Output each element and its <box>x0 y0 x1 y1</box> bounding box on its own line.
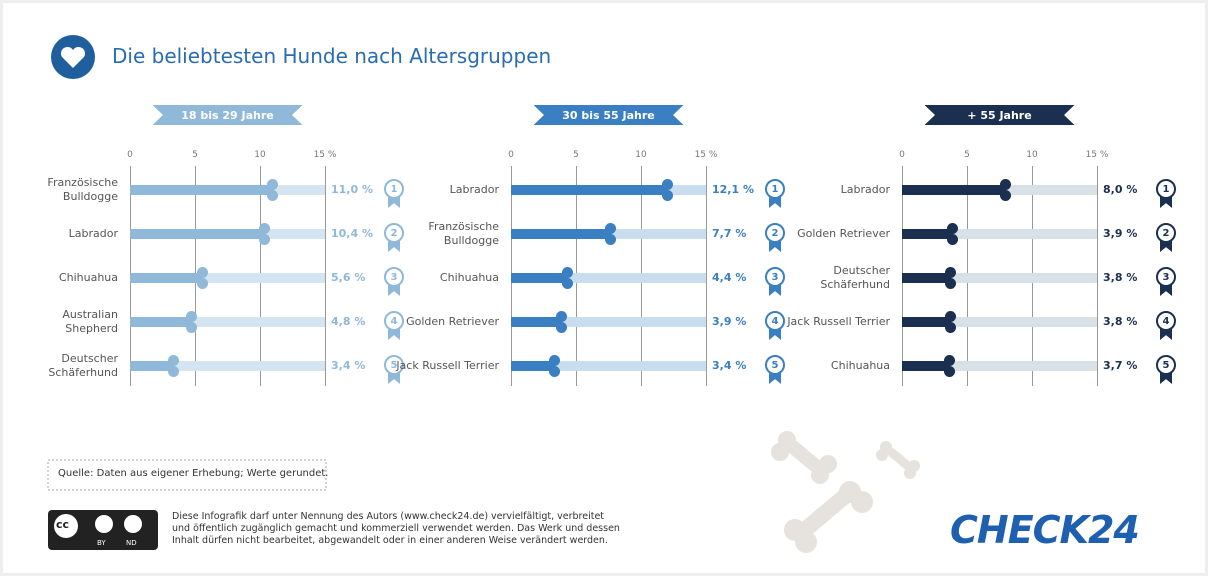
bar-end <box>1000 190 1011 201</box>
category-label: Französische Bulldogge <box>10 174 118 206</box>
banner: 18 bis 29 Jahre <box>153 105 303 125</box>
bar-end <box>947 223 958 234</box>
page: Die beliebtesten Hunde nach Altersgruppe… <box>0 0 1208 576</box>
x-tick-label: 15 % <box>305 150 345 160</box>
x-tick-label: 0 <box>491 150 531 160</box>
value-label: 3,4 % <box>712 359 746 372</box>
value-label: 3,8 % <box>1103 271 1137 284</box>
value-label: 3,8 % <box>1103 315 1137 328</box>
grid-line <box>706 166 707 386</box>
bar-end <box>267 179 278 190</box>
bar <box>902 185 1006 195</box>
category-label: Französische Bulldogge <box>391 218 499 250</box>
bar <box>902 229 953 239</box>
bar <box>511 185 668 195</box>
cc-nd: ND <box>126 539 137 547</box>
bar <box>130 185 273 195</box>
bar-end <box>267 190 278 201</box>
value-label: 10,4 % <box>331 227 373 240</box>
category-label: Golden Retriever <box>782 218 890 250</box>
bar <box>130 229 265 239</box>
category-label: Golden Retriever <box>391 306 499 338</box>
x-tick-label: 0 <box>882 150 922 160</box>
rank-badge: 4 <box>1156 311 1176 331</box>
category-label: Chihuahua <box>782 350 890 382</box>
value-label: 8,0 % <box>1103 183 1137 196</box>
grid-line <box>325 166 326 386</box>
x-tick-label: 10 <box>621 150 661 160</box>
bar-end <box>197 278 208 289</box>
bar <box>902 273 951 283</box>
value-label: 12,1 % <box>712 183 754 196</box>
x-tick-label: 5 <box>556 150 596 160</box>
bones <box>771 431 920 553</box>
by-circle <box>95 515 113 533</box>
category-label: Chihuahua <box>10 262 118 294</box>
cc-text: cc <box>56 518 69 531</box>
bar <box>511 273 568 283</box>
value-label: 11,0 % <box>331 183 373 196</box>
bar-end <box>947 234 958 245</box>
decor <box>0 0 1208 576</box>
rank-badge: 2 <box>1156 223 1176 243</box>
banner: 30 bis 55 Jahre <box>534 105 684 125</box>
bar-end <box>197 267 208 278</box>
category-label: Deutscher Schäferhund <box>782 262 890 294</box>
value-label: 5,6 % <box>331 271 365 284</box>
bar <box>130 273 203 283</box>
value-label: 3,7 % <box>1103 359 1137 372</box>
category-label: Labrador <box>10 218 118 250</box>
x-tick-label: 15 % <box>686 150 726 160</box>
bar <box>511 317 562 327</box>
rank-badge: 3 <box>1156 267 1176 287</box>
value-label: 3,9 % <box>712 315 746 328</box>
bar <box>902 361 950 371</box>
bar <box>902 317 951 327</box>
rank-badge: 1 <box>1156 179 1176 199</box>
category-label: Jack Russell Terrier <box>391 350 499 382</box>
bar-end <box>1000 179 1011 190</box>
category-label: Deutscher Schäferhund <box>10 350 118 382</box>
category-label: Labrador <box>391 174 499 206</box>
nd-circle <box>124 515 142 533</box>
value-label: 4,8 % <box>331 315 365 328</box>
source: Quelle: Daten aus eigener Erhebung; Wert… <box>58 468 328 479</box>
x-tick-label: 0 <box>110 150 150 160</box>
license: Diese Infografik darf unter Nennung des … <box>172 511 622 547</box>
x-tick-label: 10 <box>1012 150 1052 160</box>
x-tick-label: 5 <box>175 150 215 160</box>
cc-by: BY <box>97 539 106 547</box>
grid-line <box>1097 166 1098 386</box>
category-label: Australian Shepherd <box>10 306 118 338</box>
bar-end <box>556 322 567 333</box>
bar <box>511 229 611 239</box>
value-label: 7,7 % <box>712 227 746 240</box>
category-label: Chihuahua <box>391 262 499 294</box>
category-label: Labrador <box>782 174 890 206</box>
banner: + 55 Jahre <box>925 105 1075 125</box>
value-label: 3,4 % <box>331 359 365 372</box>
title: Die beliebtesten Hunde nach Altersgruppe… <box>112 44 551 68</box>
bar-end <box>556 311 567 322</box>
value-label: 4,4 % <box>712 271 746 284</box>
bar <box>130 317 192 327</box>
x-tick-label: 5 <box>947 150 987 160</box>
logo: CHECK24 <box>950 508 1139 552</box>
value-label: 3,9 % <box>1103 227 1137 240</box>
x-tick-label: 10 <box>240 150 280 160</box>
x-tick-label: 15 % <box>1077 150 1117 160</box>
category-label: Jack Russell Terrier <box>782 306 890 338</box>
rank-badge: 5 <box>1156 355 1176 375</box>
